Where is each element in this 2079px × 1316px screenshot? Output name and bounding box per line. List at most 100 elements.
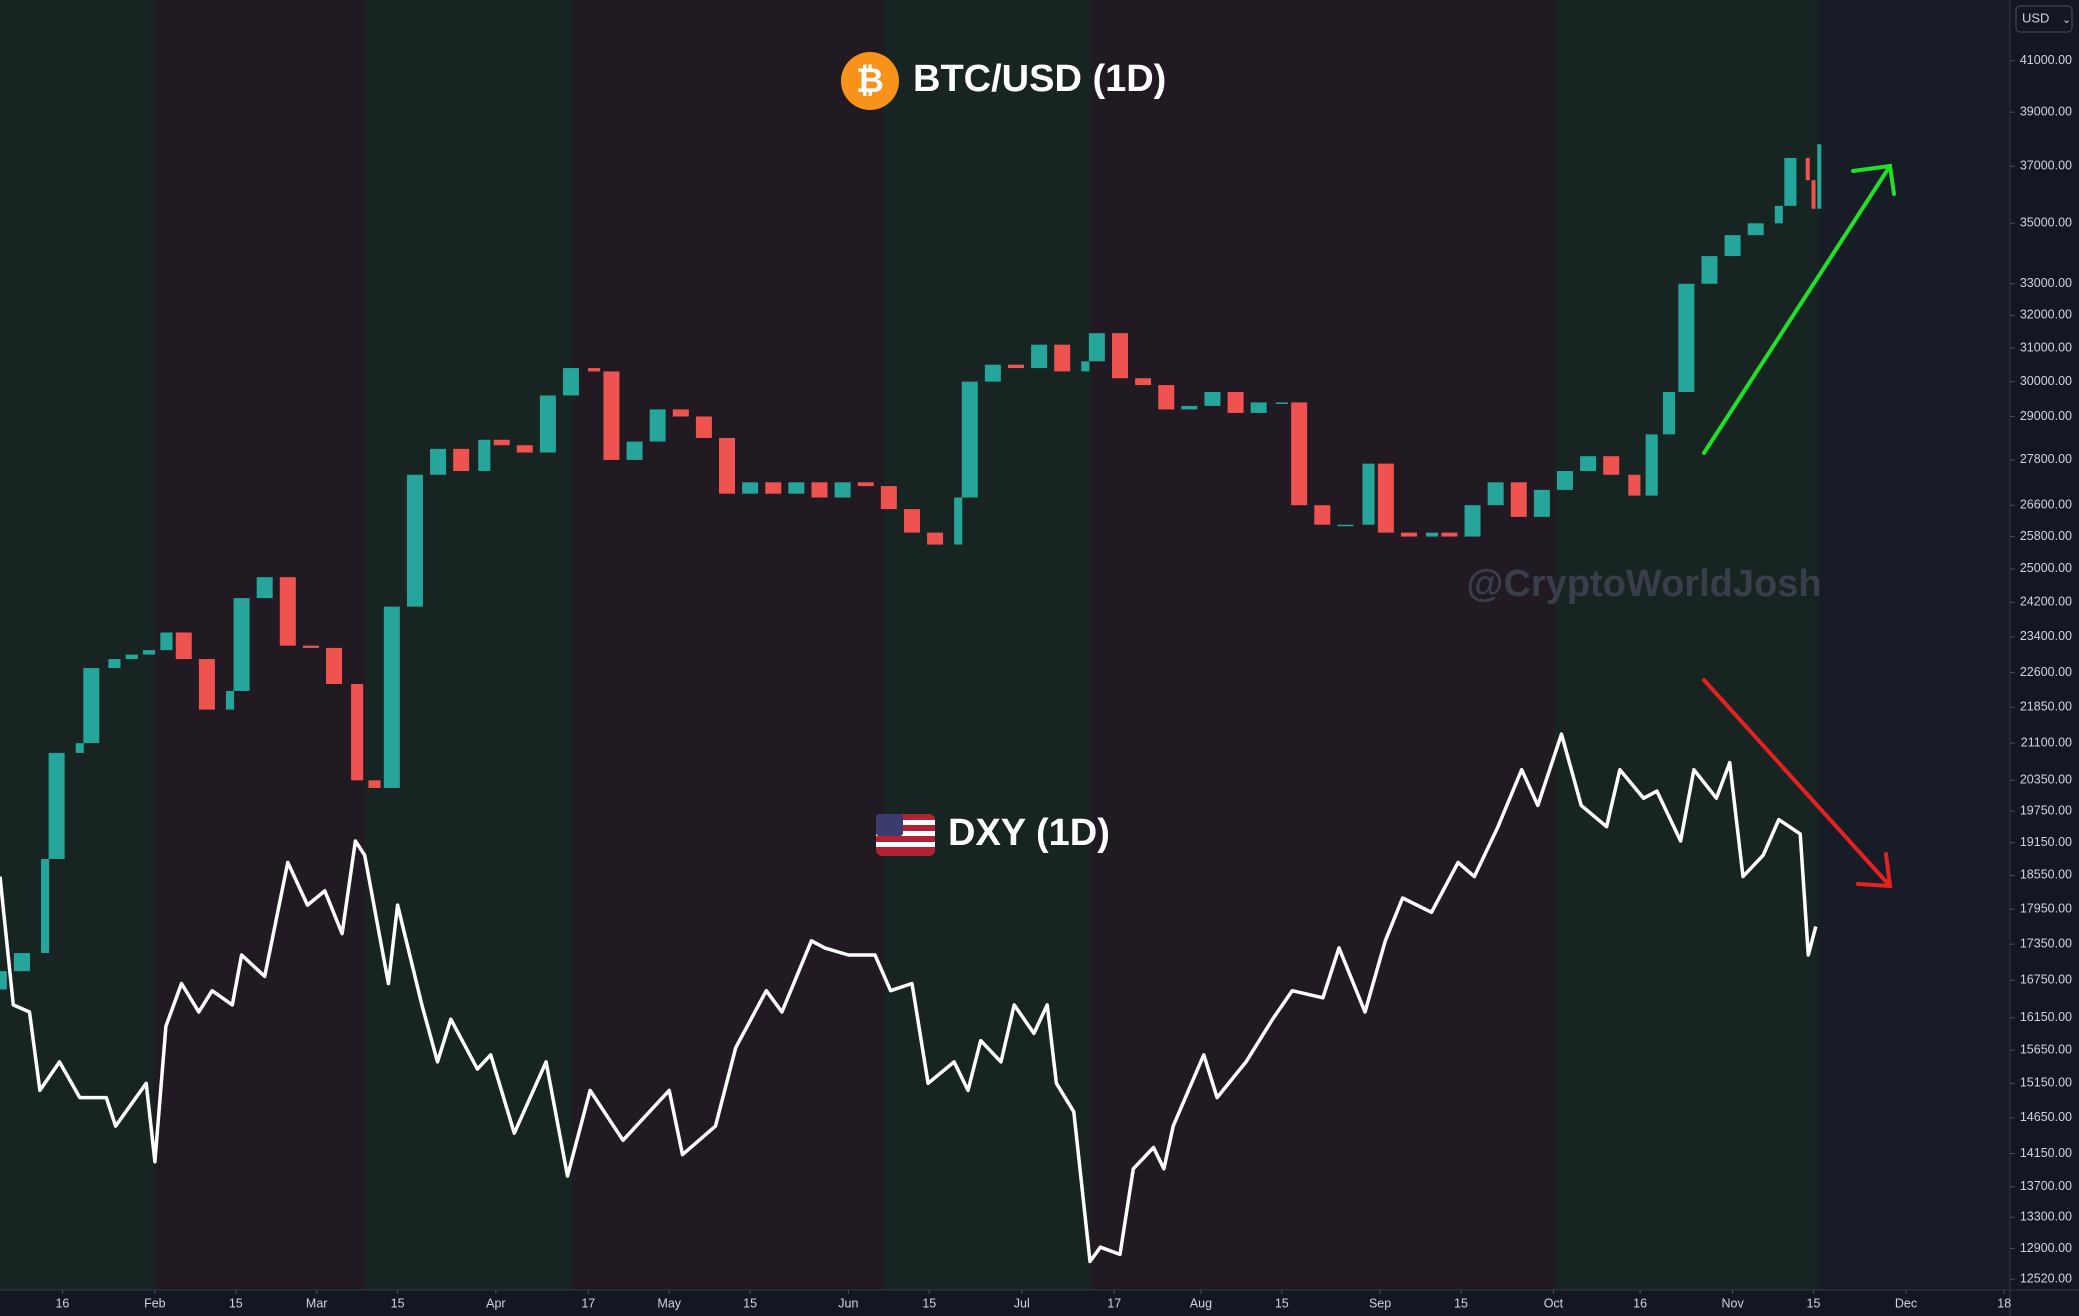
x-tick-label: May [657,1296,681,1310]
red-period [572,0,884,1290]
currency-box[interactable] [2015,5,2073,33]
candle [1805,157,1810,181]
candle [880,486,897,510]
x-tick-label: Nov [1721,1296,1744,1310]
candle [160,632,173,651]
y-tick-label: 31000.00 [2020,340,2072,354]
x-tick-label: 17 [581,1296,595,1310]
y-tick-label: 15150.00 [2020,1076,2072,1090]
candle [1747,223,1764,236]
x-tick-label: 15 [229,1296,243,1310]
candle [1487,482,1504,506]
candle [1337,524,1354,527]
candle [1400,532,1417,537]
candle [1275,402,1288,404]
candle [588,368,601,372]
candle [1817,144,1822,209]
y-tick-label: 21850.00 [2020,700,2072,714]
candle [1314,505,1331,525]
candle [302,645,319,648]
arrow-head [1851,163,1896,196]
y-tick-label: 24200.00 [2020,595,2072,609]
flag-stripe [876,820,935,825]
candle [75,743,84,753]
y-tick-label: 39000.00 [2020,104,2072,118]
x-tick-label: 15 [922,1296,936,1310]
dxy-title: DXY (1D) [948,812,1110,854]
x-tick-label: Dec [1895,1296,1917,1310]
btc-icon [841,52,899,110]
candle [672,409,689,417]
candle [742,482,759,494]
candle [83,668,100,744]
green-arrow [1702,163,1896,455]
y-tick-label: 25000.00 [2020,561,2072,575]
y-tick-label: 26600.00 [2020,498,2072,512]
y-tick-label: 33000.00 [2020,276,2072,290]
dxy-label: DXY (1D) [876,812,1110,856]
x-tick-label: 16 [55,1296,69,1310]
y-tick-label: 23400.00 [2020,629,2072,643]
candle [478,439,491,472]
candle [1603,456,1620,475]
candle [1227,391,1244,413]
y-tick-label: 25800.00 [2020,529,2072,543]
candle [1557,471,1574,490]
candle [1678,283,1695,392]
candle [383,606,400,788]
candle [1645,434,1658,496]
candle [788,482,805,494]
candle [108,659,121,669]
candle [1580,456,1597,472]
shaded-periods [0,0,1819,1290]
candle [1662,391,1676,435]
candle [1701,256,1718,284]
candle [562,368,579,396]
green-period [1554,0,1819,1290]
candle [649,409,666,442]
y-tick-label: 17950.00 [2020,902,2072,916]
candle [0,971,7,990]
x-tick-label: Mar [306,1296,328,1310]
flag-canton [876,814,903,836]
candle [834,482,851,498]
candle [125,654,138,660]
candle [1628,474,1641,496]
y-tick-label: 30000.00 [2020,374,2072,388]
y-tick-label: 14150.00 [2020,1146,2072,1160]
candle [1007,364,1024,369]
red-arrow [1702,678,1893,889]
candle [719,437,736,494]
candle [453,448,470,472]
x-tick-label: Sep [1369,1296,1391,1310]
candle [326,647,343,685]
x-tick-label: 15 [1275,1296,1289,1310]
red-period [1091,0,1554,1290]
candle [48,752,65,859]
x-tick-label: 15 [1807,1296,1821,1310]
candle [256,577,273,599]
candle [233,598,250,691]
x-tick-label: Aug [1190,1296,1212,1310]
candle [1464,505,1481,537]
candle [1291,402,1308,506]
y-tick-label: 29000.00 [2020,409,2072,423]
y-tick-label: 32000.00 [2020,308,2072,322]
x-tick-label: 18 [1997,1296,2011,1310]
candle [516,445,533,453]
candle [1784,157,1797,206]
currency-caret: ⌄ [2062,14,2071,26]
candle [1112,333,1129,379]
btc-symbol: ₿ [856,62,884,100]
x-tick-label: Oct [1544,1296,1564,1310]
candle [765,482,782,494]
x-tick-label: 15 [391,1296,405,1310]
candle [626,441,643,460]
y-tick-label: 17350.00 [2020,936,2072,950]
btc-title: BTC/USD (1D) [913,58,1166,100]
candle [1054,344,1071,372]
candle [1510,482,1527,517]
candle [1204,391,1221,406]
candle [1135,378,1152,386]
candle [984,364,1001,382]
